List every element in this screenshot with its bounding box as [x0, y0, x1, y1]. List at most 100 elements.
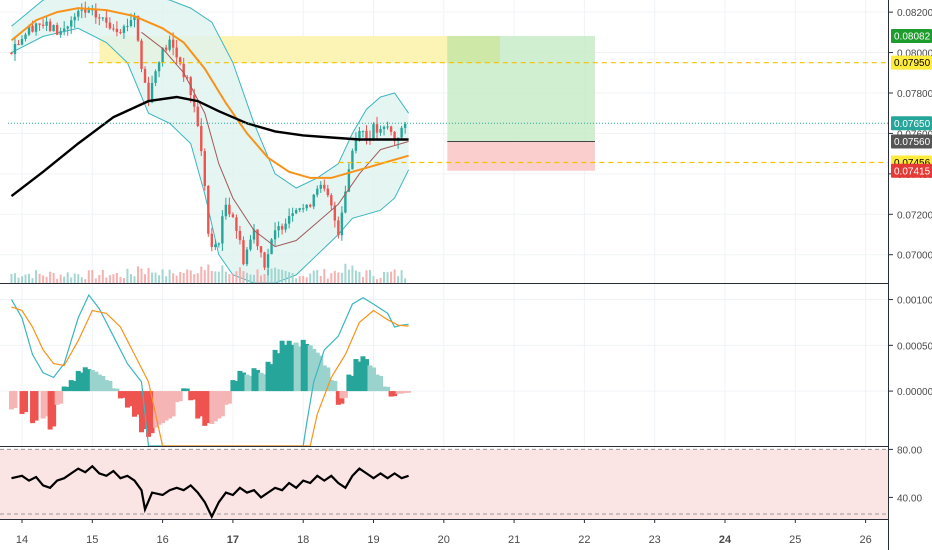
macd-histogram-bar	[128, 391, 134, 407]
candle-body	[298, 208, 301, 211]
candle-body	[382, 126, 386, 129]
candle-body	[319, 184, 322, 189]
candle-body	[66, 26, 69, 29]
macd-histogram-bar	[86, 369, 92, 392]
macd-histogram-bar	[181, 388, 187, 392]
candle-body	[231, 214, 235, 218]
macd-histogram-bar	[244, 374, 250, 392]
candle-body	[122, 26, 126, 33]
macd-histogram-bar	[332, 380, 338, 392]
volume-bar	[379, 277, 382, 283]
macd-histogram-bar	[58, 391, 64, 404]
x-tick-label: 15	[86, 534, 98, 546]
candle-body	[273, 230, 277, 240]
macd-histogram-bar	[269, 364, 275, 392]
volume-bar	[228, 274, 231, 283]
macd-histogram-bar	[47, 391, 53, 430]
macd-histogram-bar	[226, 391, 232, 404]
candle-body	[73, 16, 76, 21]
price-tag-label: 0.07415	[894, 166, 931, 177]
volume-bar	[256, 269, 259, 283]
macd-histogram-bar	[82, 367, 88, 392]
volume-bar	[344, 263, 347, 283]
volume-bar	[172, 273, 175, 283]
volume-bar	[347, 269, 350, 283]
candle-body	[340, 212, 344, 236]
volume-bar	[267, 269, 270, 283]
price-panel[interactable]	[7, 0, 888, 284]
volume-bar	[24, 274, 27, 283]
candle-body	[150, 82, 154, 103]
candle-body	[80, 9, 83, 11]
candle-body	[386, 126, 389, 128]
volume-bar	[13, 273, 16, 283]
macd-histogram-bar	[304, 343, 310, 392]
candle-body	[217, 243, 221, 245]
macd-histogram-bar	[325, 367, 331, 392]
macd-histogram-bar	[146, 391, 152, 437]
candle-body	[389, 126, 393, 132]
macd-histogram-bar	[131, 391, 137, 417]
candle-body	[200, 126, 203, 152]
volume-bar	[302, 275, 305, 283]
volume-bar	[10, 273, 13, 283]
y-tick-label: 0.07800	[897, 89, 932, 100]
candle-body	[323, 184, 326, 189]
volume-bar	[323, 269, 326, 283]
macd-histogram-bar	[255, 370, 261, 392]
candle-body	[34, 23, 38, 32]
macd-histogram-bar	[68, 380, 74, 392]
volume-bar	[87, 270, 90, 283]
candle-body	[168, 39, 171, 50]
x-tick-label: 14	[16, 534, 28, 546]
y-tick-label: 0.08000	[897, 49, 932, 60]
rsi-panel[interactable]	[0, 448, 888, 520]
volume-bar	[281, 269, 284, 283]
candle-body	[133, 16, 136, 21]
volume-bar	[295, 278, 298, 283]
macd-histogram-bar	[219, 391, 225, 417]
macd-histogram-bar	[251, 368, 257, 392]
volume-bar	[221, 265, 224, 283]
volume-bar	[291, 273, 294, 283]
macd-histogram-bar	[135, 391, 141, 415]
candle-body	[280, 226, 284, 230]
candle-body	[354, 138, 358, 151]
volume-bar	[214, 271, 217, 283]
candle-body	[245, 249, 249, 265]
volume-bar	[49, 271, 52, 283]
macd-panel[interactable]	[8, 293, 412, 447]
y-tick-label: 0.00000	[897, 387, 932, 398]
candle-body	[38, 23, 41, 25]
candle-body	[207, 185, 210, 234]
volume-bar	[326, 278, 329, 283]
candle-body	[277, 226, 280, 231]
candle-body	[270, 239, 273, 255]
volume-bar	[337, 272, 340, 283]
volume-bar	[249, 274, 252, 283]
volume-bar	[151, 272, 154, 283]
volume-bar	[330, 273, 333, 283]
volume-bar	[277, 269, 280, 283]
candle-body	[24, 34, 27, 40]
volume-bar	[101, 269, 104, 283]
x-tick-label: 24	[719, 534, 732, 546]
candle-body	[41, 24, 45, 26]
x-tick-label: 21	[508, 534, 520, 546]
price-tag	[891, 116, 932, 131]
candle-body	[210, 233, 214, 248]
candle-body	[154, 71, 157, 83]
candle-body	[333, 205, 337, 221]
volume-bar	[45, 276, 48, 283]
candle-body	[221, 216, 224, 244]
price-tag	[891, 134, 932, 149]
volume-bar	[115, 272, 118, 283]
macd-histogram-bar	[184, 388, 190, 392]
macd-histogram-bar	[223, 391, 229, 405]
volume-bar	[42, 275, 45, 283]
volume-bar	[260, 275, 263, 283]
stop-zone	[447, 141, 595, 171]
candle-body	[326, 188, 330, 196]
volume-bar	[133, 276, 136, 283]
